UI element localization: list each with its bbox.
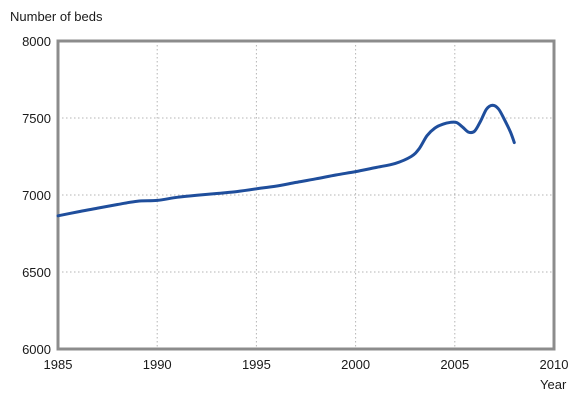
x-tick-label: 2010 [540, 357, 569, 372]
plot-frame [56, 39, 556, 351]
y-axis-label: Number of beds [10, 9, 103, 24]
x-tick-label: 2000 [341, 357, 370, 372]
series-line-0 [56, 103, 516, 218]
y-tick-label: 6500 [22, 265, 51, 280]
x-tick-label: 1995 [242, 357, 271, 372]
y-tick-label: 6000 [22, 342, 51, 357]
series-layer [56, 103, 516, 218]
x-tick-label: 1990 [143, 357, 172, 372]
x-tick-label: 2005 [440, 357, 469, 372]
y-tick-label: 7500 [22, 111, 51, 126]
y-tick-labels: 6000 6500 7000 7500 8000 [22, 34, 51, 357]
y-tick-label: 8000 [22, 34, 51, 49]
x-axis-label: Year [540, 377, 567, 392]
grid [58, 41, 554, 349]
y-tick-label: 7000 [22, 188, 51, 203]
x-tick-labels: 1985 1990 1995 2000 2005 2010 [44, 357, 569, 372]
x-tick-label: 1985 [44, 357, 73, 372]
